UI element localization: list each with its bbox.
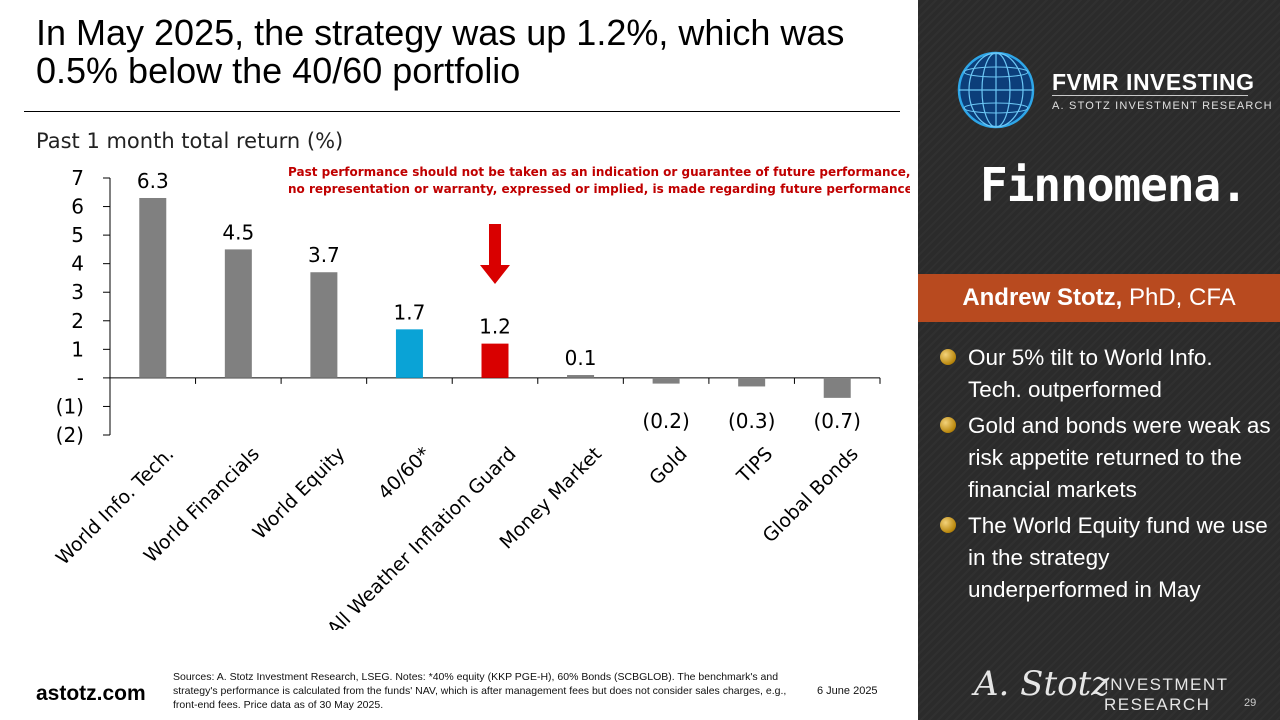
slide-date: 6 June 2025 — [817, 685, 878, 697]
bullet-text: Gold and bonds were weak as risk appetit… — [968, 413, 1271, 502]
bullet-icon — [940, 417, 956, 433]
data-label: 1.2 — [479, 315, 511, 339]
bar — [310, 272, 338, 378]
chart-subtitle: Past 1 month total return (%) — [36, 129, 343, 153]
y-tick-label: (1) — [56, 394, 84, 418]
category-label: 40/60* — [374, 443, 435, 504]
data-label: 4.5 — [222, 220, 254, 244]
data-label: 6.3 — [137, 169, 169, 193]
slide-title: In May 2025, the strategy was up 1.2%, w… — [36, 12, 845, 91]
data-label: 1.7 — [394, 300, 426, 324]
presenter-name: Andrew Stotz, — [962, 284, 1123, 311]
category-label: Gold — [645, 443, 691, 489]
bullet-text: The World Equity fund we use in the stra… — [968, 513, 1268, 602]
partner-logo: Finnomena. — [980, 158, 1248, 212]
y-tick-label: (2) — [56, 423, 84, 447]
signature-logo: A. Stotz — [974, 664, 1110, 704]
data-label: (0.3) — [728, 409, 775, 433]
data-label: 3.7 — [308, 243, 340, 267]
data-label: (0.7) — [814, 409, 861, 433]
sidebar: FVMR INVESTING A. STOTZ INVESTMENT RESEA… — [918, 0, 1280, 720]
y-tick-label: 2 — [71, 309, 84, 333]
globe-logo-icon — [957, 51, 1035, 129]
sources-note: Sources: A. Stotz Investment Research, L… — [173, 671, 787, 711]
list-item: Our 5% tilt to World Info. Tech. outperf… — [936, 342, 1272, 406]
bar — [481, 343, 509, 378]
category-label: World Equity — [249, 443, 350, 544]
list-item: The World Equity fund we use in the stra… — [936, 510, 1272, 606]
bar — [224, 249, 252, 378]
bar — [395, 329, 423, 378]
key-points: Our 5% tilt to World Info. Tech. outperf… — [936, 342, 1272, 610]
list-item: Gold and bonds were weak as risk appetit… — [936, 410, 1272, 506]
y-tick-label: 1 — [71, 337, 84, 361]
disclaimer-line-1: Past performance should not be taken as … — [288, 165, 910, 179]
category-label: TIPS — [732, 443, 777, 488]
title-divider — [24, 111, 900, 112]
footer-brand-line-2: RESEARCH — [1104, 695, 1211, 714]
data-label: (0.2) — [642, 409, 689, 433]
bullet-icon — [940, 349, 956, 365]
presenter-band: Andrew Stotz, PhD, CFA — [918, 274, 1280, 322]
footer-brand-line-1: INVESTMENT — [1104, 675, 1229, 694]
disclaimer-line-2: no representation or warranty, expressed… — [288, 182, 910, 196]
bullet-text: Our 5% tilt to World Info. Tech. outperf… — [968, 345, 1213, 402]
y-tick-label: 4 — [71, 252, 84, 276]
bar — [652, 377, 680, 384]
bar — [139, 197, 167, 378]
slide-main: In May 2025, the strategy was up 1.2%, w… — [24, 12, 910, 711]
brand-name: FVMR INVESTING — [1052, 69, 1255, 95]
return-bar-chart: Past 1 month total return (%) Past perfo… — [36, 129, 910, 630]
y-tick-label: 5 — [71, 223, 84, 247]
y-tick-label: - — [77, 366, 84, 390]
y-tick-label: 6 — [71, 195, 84, 219]
website-link[interactable]: astotz.com — [36, 682, 146, 705]
brand-divider — [1052, 95, 1248, 96]
presenter-credentials: PhD, CFA — [1122, 284, 1236, 311]
page-number: 29 — [1244, 697, 1257, 709]
y-tick-label: 7 — [71, 166, 84, 190]
bar — [738, 377, 766, 387]
brand-subtitle: A. STOTZ INVESTMENT RESEARCH — [1052, 100, 1273, 112]
y-tick-label: 3 — [71, 280, 84, 304]
bar — [823, 377, 851, 398]
bar — [567, 375, 595, 378]
down-arrow-icon — [480, 224, 510, 284]
bullet-icon — [940, 517, 956, 533]
data-label: 0.1 — [565, 346, 597, 370]
